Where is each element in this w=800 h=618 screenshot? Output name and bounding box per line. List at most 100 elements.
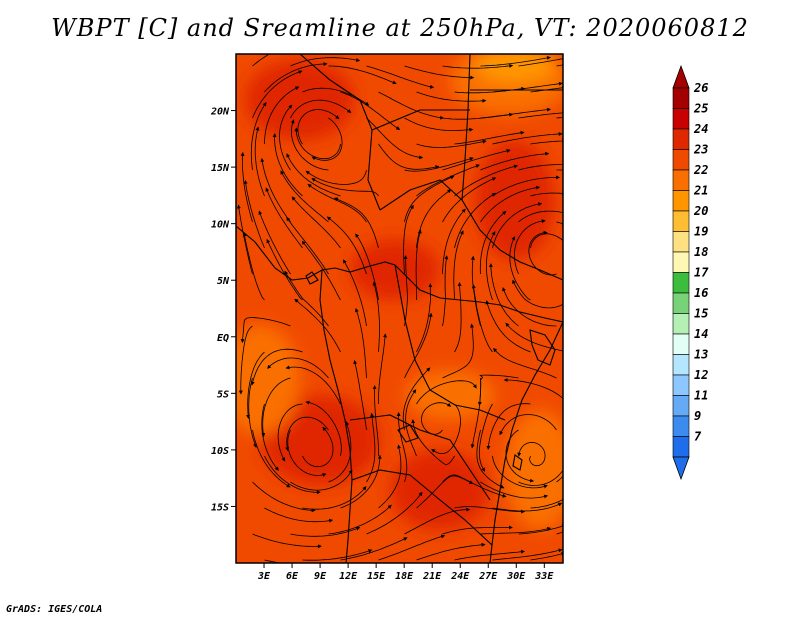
streamline <box>493 347 557 379</box>
streamline <box>404 175 455 223</box>
streamline <box>261 403 279 471</box>
streamline <box>252 429 291 488</box>
streamline <box>556 530 563 535</box>
chart-title: WBPT [C] and Sreamline at 250hPa, VT: 20… <box>51 14 749 42</box>
streamline <box>556 62 563 67</box>
streamline <box>354 307 367 379</box>
streamline <box>396 412 408 483</box>
streamline <box>285 365 341 405</box>
streamline <box>530 499 563 509</box>
warm-patch <box>390 450 490 530</box>
warm-patch <box>260 395 380 485</box>
streamline <box>302 426 334 468</box>
streamline <box>518 162 563 171</box>
lon-tick-label: 9E <box>314 571 327 582</box>
streamline <box>492 202 543 249</box>
streamline <box>378 534 446 561</box>
lon-tick-label: 15E <box>367 571 386 582</box>
streamline <box>311 178 379 197</box>
streamline <box>328 421 352 483</box>
warm-patch <box>350 240 440 300</box>
streamline <box>485 300 531 353</box>
streamline <box>242 232 265 301</box>
grads-credit: GrADS: IGES/COLA <box>6 604 103 615</box>
streamline <box>277 403 303 462</box>
streamline <box>290 119 329 171</box>
colorbar-label: 7 <box>694 430 702 444</box>
warm-patch <box>475 140 555 260</box>
colorbar-top-arrow <box>672 64 690 89</box>
streamline <box>512 279 563 309</box>
streamline <box>454 549 525 561</box>
streamline <box>286 216 329 275</box>
streamline <box>355 233 379 301</box>
streamline <box>260 157 291 223</box>
streamline <box>286 153 341 197</box>
streamline <box>305 400 342 457</box>
streamline <box>556 221 563 226</box>
streamline <box>243 179 265 249</box>
streamline <box>258 210 291 275</box>
streamline <box>403 204 414 275</box>
map-plot-area[interactable] <box>220 45 575 565</box>
streamline <box>518 210 563 223</box>
streamline <box>254 126 265 197</box>
colorbar-swatch <box>672 190 690 212</box>
colorbar: 26 25 24 23 22 21 20 19 18 17 16 15 14 13 12 11 9 7 <box>672 64 709 481</box>
longitude-axis: 3E 6E 9E 12E 15E 18E 21E 24E 27E 30E 33E <box>257 563 554 582</box>
streamline <box>302 486 367 510</box>
colorbar-label: 20 <box>693 204 708 218</box>
streamline <box>416 283 433 353</box>
colorbar-label: 12 <box>694 368 708 382</box>
colorbar-swatch <box>672 210 690 232</box>
colorbar-label: 11 <box>694 389 708 403</box>
lon-tick-label: 33E <box>534 571 554 582</box>
streamline <box>353 359 367 431</box>
streamline <box>528 230 557 276</box>
streamline <box>480 151 550 171</box>
lon-tick-label: 3E <box>257 571 271 582</box>
streamline <box>264 62 328 93</box>
streamline <box>404 117 474 132</box>
colorbar-swatch <box>672 108 690 130</box>
streamline <box>454 192 497 249</box>
streamline <box>404 157 474 172</box>
streamline <box>442 474 507 498</box>
streamline <box>285 416 329 452</box>
streamline <box>264 86 300 144</box>
streamline <box>480 526 552 535</box>
streamline <box>366 65 435 89</box>
streamline <box>442 323 474 379</box>
colorbar-label: 23 <box>693 143 708 157</box>
cool-patch <box>505 410 563 530</box>
streamline <box>530 85 563 93</box>
streamline <box>340 537 408 561</box>
streamline <box>328 65 397 85</box>
streamline <box>302 549 373 561</box>
colorbar-swatch <box>672 292 690 314</box>
streamline <box>502 287 557 327</box>
lat-tick-label: 5S <box>217 389 229 400</box>
streamline <box>290 526 361 537</box>
streamline <box>499 414 557 436</box>
streamline <box>513 219 546 275</box>
streamline <box>238 325 253 395</box>
streamline <box>480 185 541 223</box>
cool-patch <box>405 370 495 420</box>
streamline <box>416 164 480 197</box>
streamline <box>287 429 327 477</box>
lat-tick-label: 5N <box>217 276 230 287</box>
colorbar-label: 15 <box>694 307 708 321</box>
map-frame <box>235 53 564 564</box>
coolest-patch <box>475 54 555 83</box>
streamline <box>517 441 546 467</box>
streamline <box>503 378 563 400</box>
colorbar-label: 26 <box>693 81 708 95</box>
streamline <box>250 348 303 386</box>
coastlines <box>236 54 563 563</box>
colorbar-label: 17 <box>694 266 709 280</box>
streamline <box>416 380 477 405</box>
streamline <box>492 132 563 145</box>
streamline <box>442 63 514 69</box>
streamline <box>290 57 361 67</box>
